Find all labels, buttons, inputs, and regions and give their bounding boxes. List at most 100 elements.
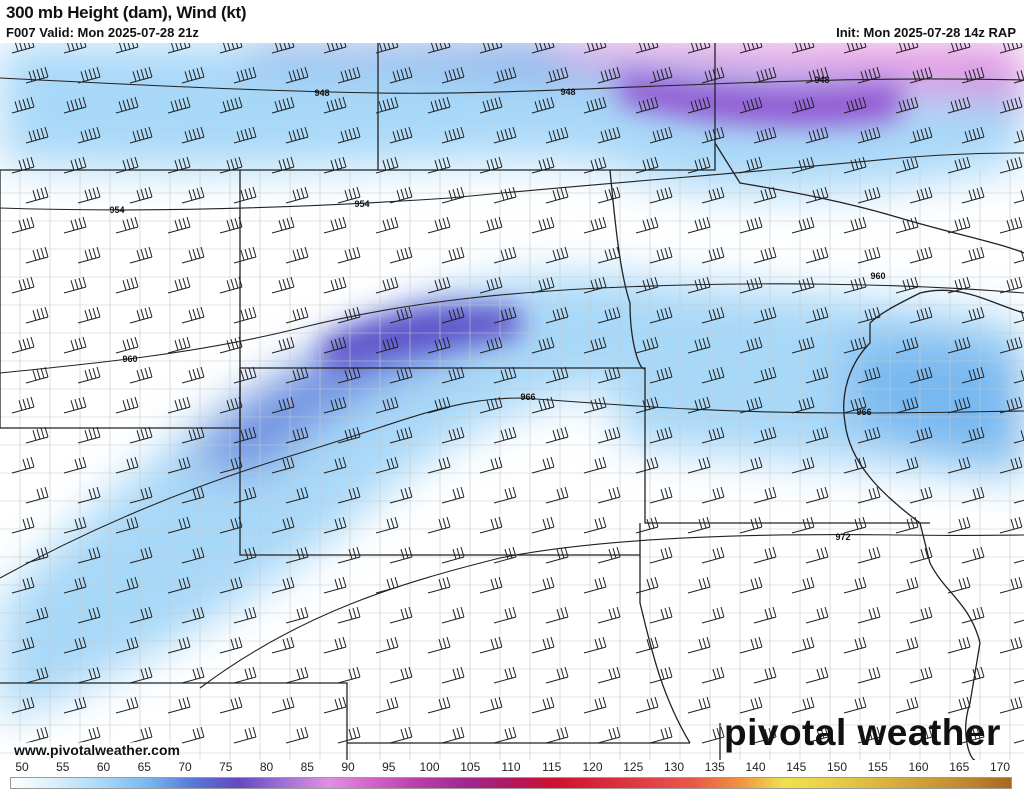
colorbar-tick: 115 [542, 760, 562, 774]
colorbar-tick: 50 [15, 760, 29, 774]
wind-barb [531, 696, 555, 714]
wind-barb [999, 636, 1023, 654]
wind-barb [805, 306, 829, 324]
wind-barb [843, 456, 867, 474]
wind-barb [441, 126, 465, 144]
wind-barb [701, 426, 725, 444]
wind-barb [129, 666, 153, 684]
wind-barb [649, 486, 673, 504]
wind-barb [493, 66, 517, 84]
wind-barb [427, 696, 451, 714]
wind-barb [493, 606, 517, 624]
wind-barb [597, 666, 621, 684]
wind-barb [843, 43, 867, 54]
wind-barb [11, 96, 35, 114]
colorbar-tick: 75 [219, 760, 233, 774]
wind-barb [25, 546, 49, 564]
wind-barb [285, 366, 309, 384]
colorbar-tick: 55 [56, 760, 70, 774]
wind-barb [337, 66, 361, 84]
wind-barb [219, 156, 243, 174]
wind-barb [947, 276, 971, 294]
wind-barb [909, 246, 933, 264]
wind-barb [441, 666, 465, 684]
wind-barb [271, 156, 295, 174]
wind-barb [63, 396, 87, 414]
wind-barb [375, 43, 399, 54]
wind-barb [583, 156, 607, 174]
wind-barb [219, 276, 243, 294]
contour-label: 954 [354, 199, 369, 209]
wind-barb [857, 606, 881, 624]
wind-barb [687, 96, 711, 114]
wind-barb [323, 396, 347, 414]
wind-barb [895, 43, 919, 54]
wind-barb [649, 606, 673, 624]
wind-barb [389, 426, 413, 444]
wind-barb [791, 696, 815, 714]
wind-barb [427, 336, 451, 354]
wind-barb [739, 456, 763, 474]
wind-barb [11, 396, 35, 414]
colorbar-tick: 155 [867, 760, 888, 774]
wind-barb [25, 366, 49, 384]
wind-barb [375, 456, 399, 474]
wind-barb [323, 43, 347, 54]
wind-barb [999, 516, 1023, 534]
wind-barb [961, 306, 985, 324]
wind-barb [323, 156, 347, 174]
wind-barb [233, 546, 257, 564]
wind-barb [337, 186, 361, 204]
wind-barb [129, 246, 153, 264]
wind-barb [115, 396, 139, 414]
wind-barb [909, 366, 933, 384]
wind-barb [635, 456, 659, 474]
wind-barb [181, 726, 205, 744]
wind-barb [857, 66, 881, 84]
init-time: Init: Mon 2025-07-28 14z RAP [836, 25, 1016, 40]
wind-barb [531, 96, 555, 114]
wind-barb [25, 606, 49, 624]
wind-barb [337, 306, 361, 324]
wind-barb [583, 216, 607, 234]
wind-barb [285, 606, 309, 624]
wind-barb [479, 696, 503, 714]
wind-barb [389, 126, 413, 144]
wind-barb [271, 96, 295, 114]
wind-barb [77, 306, 101, 324]
wind-barb [77, 186, 101, 204]
wind-barb [753, 66, 777, 84]
wind-barb [753, 726, 777, 744]
wind-barb [233, 126, 257, 144]
wind-barb [441, 246, 465, 264]
wind-barb [337, 546, 361, 564]
wind-barb [219, 456, 243, 474]
wind-barb [909, 726, 933, 744]
wind-barb [493, 246, 517, 264]
wind-barb [843, 696, 867, 714]
wind-barb [805, 546, 829, 564]
wind-barb [947, 636, 971, 654]
wind-barb [25, 246, 49, 264]
wind-barb [493, 186, 517, 204]
wind-barb [635, 336, 659, 354]
wind-barb [947, 396, 971, 414]
wind-barb [219, 396, 243, 414]
wind-barb [947, 43, 971, 54]
wind-barb [961, 66, 985, 84]
wind-barb [895, 96, 919, 114]
wind-barb [843, 636, 867, 654]
wind-barb [63, 516, 87, 534]
wind-barb [909, 306, 933, 324]
wind-barb [271, 216, 295, 234]
wind-barb [701, 726, 725, 744]
wind-barb [531, 156, 555, 174]
wind-barb [25, 726, 49, 744]
wind-barb [219, 576, 243, 594]
wind-barb [739, 336, 763, 354]
wind-barb [597, 486, 621, 504]
wind-barb [167, 216, 191, 234]
wind-barb [167, 696, 191, 714]
wind-barb [427, 576, 451, 594]
wind-barb [389, 66, 413, 84]
